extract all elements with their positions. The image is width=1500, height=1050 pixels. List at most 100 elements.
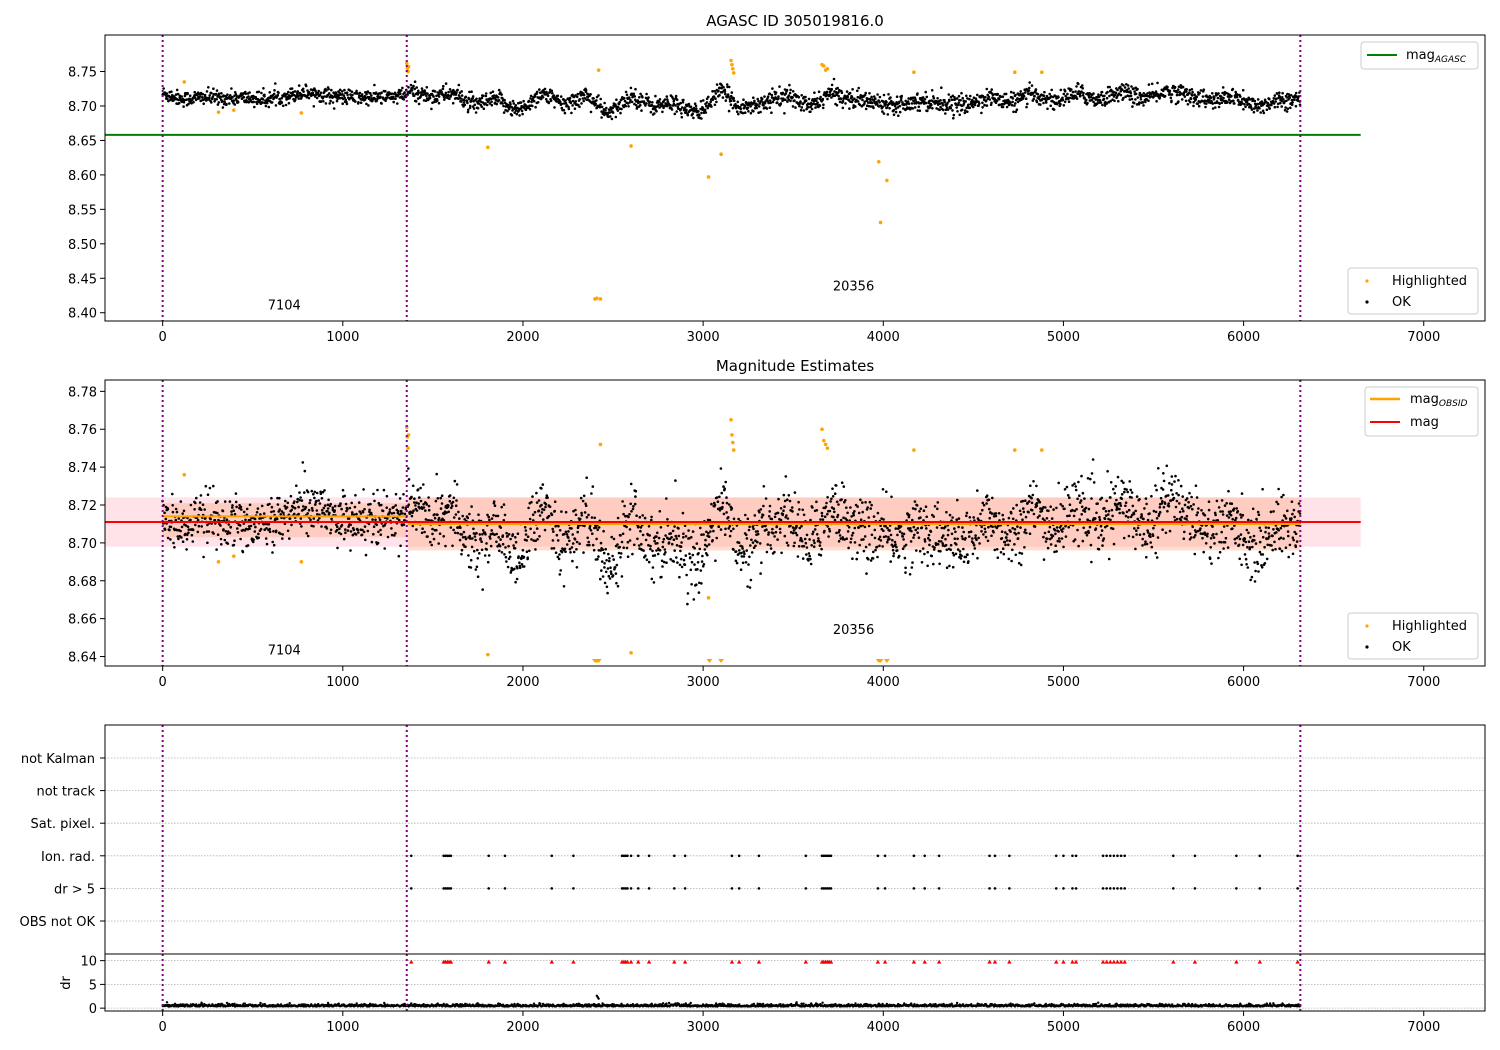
ok-point	[879, 539, 883, 542]
ok-point	[850, 534, 854, 537]
ok-point	[452, 516, 456, 519]
ok-point	[575, 540, 579, 544]
ok-point	[821, 518, 825, 521]
ok-point	[1024, 97, 1028, 100]
ok-point	[360, 533, 364, 537]
ok-point	[987, 95, 991, 99]
ok-point	[811, 506, 814, 509]
ok-point	[665, 497, 668, 500]
ok-point	[430, 107, 433, 111]
ok-point	[173, 546, 176, 549]
highlighted-point	[182, 80, 187, 84]
highlighted-point	[404, 61, 409, 66]
ok-point	[1253, 107, 1256, 110]
ok-point	[369, 92, 372, 95]
ok-point	[1156, 81, 1159, 85]
ok-point	[1061, 530, 1064, 533]
ok-point	[343, 96, 347, 100]
ok-point	[812, 99, 816, 103]
ok-point	[892, 554, 895, 558]
ok-point	[586, 536, 589, 540]
ok-point	[326, 93, 330, 97]
ok-point	[1117, 92, 1121, 95]
ok-point	[814, 106, 817, 109]
ok-point	[665, 104, 669, 108]
ok-point	[1081, 491, 1085, 495]
ok-point	[1011, 526, 1014, 530]
ok-point	[194, 501, 197, 505]
ok-point	[1131, 105, 1134, 108]
ok-point	[563, 547, 567, 551]
ok-point	[575, 95, 579, 99]
ok-point	[262, 512, 266, 515]
ok-point	[762, 504, 765, 508]
ok-point	[460, 100, 463, 103]
ok-point	[704, 538, 707, 542]
ok-point	[1279, 101, 1282, 105]
ok-point	[312, 105, 316, 108]
ok-point	[603, 566, 606, 569]
ok-point	[1118, 511, 1121, 515]
ok-point	[1252, 110, 1256, 114]
ok-point	[950, 98, 954, 102]
ok-point	[935, 526, 939, 529]
ok-point	[979, 512, 982, 516]
ok-point	[1076, 528, 1079, 532]
ok-point	[220, 92, 223, 95]
ok-point	[589, 110, 593, 114]
ok-point	[415, 86, 419, 89]
ok-point	[1058, 540, 1061, 543]
ok-point	[785, 514, 788, 517]
ok-point	[474, 568, 478, 571]
ok-point	[673, 112, 677, 116]
ok-point	[828, 509, 832, 513]
ok-point	[550, 547, 554, 550]
ok-point	[1104, 514, 1108, 517]
ok-point	[460, 548, 464, 552]
ok-point	[830, 96, 833, 99]
ok-point	[856, 89, 859, 93]
ok-point	[287, 90, 290, 94]
ok-point	[428, 96, 432, 100]
ok-point	[784, 98, 787, 102]
ok-point	[479, 537, 482, 540]
ok-point	[1022, 510, 1026, 514]
ok-point	[930, 554, 934, 558]
ok-point	[556, 94, 560, 98]
ok-point	[1288, 96, 1291, 100]
ok-point	[986, 93, 989, 97]
ok-point	[967, 530, 971, 534]
ok-point	[741, 111, 745, 115]
ok-point	[1194, 97, 1198, 101]
ok-point	[1198, 91, 1201, 95]
ok-point	[1085, 533, 1089, 537]
ok-point	[683, 106, 687, 109]
ok-point	[212, 484, 215, 488]
ok-point	[620, 575, 624, 578]
ok-point	[1126, 490, 1129, 494]
ok-point	[359, 101, 363, 104]
ok-point	[255, 102, 259, 106]
ok-point	[495, 540, 498, 544]
ok-point	[339, 502, 342, 505]
ok-point	[351, 533, 355, 537]
ok-point	[242, 92, 245, 95]
ok-point	[1245, 100, 1249, 103]
ok-point	[845, 90, 849, 93]
ok-point	[913, 500, 917, 503]
ok-point	[1003, 540, 1007, 544]
ok-point	[779, 102, 783, 105]
ok-point	[608, 559, 611, 563]
ok-point	[1062, 527, 1065, 530]
ok-point	[645, 558, 649, 561]
ok-point	[828, 527, 831, 531]
ok-point	[394, 492, 398, 496]
ok-point	[279, 513, 283, 516]
ok-point	[723, 533, 727, 536]
ok-point	[198, 501, 202, 504]
ok-point	[913, 102, 916, 105]
ok-point	[1055, 506, 1058, 510]
ok-point	[249, 524, 253, 528]
ok-point	[367, 104, 370, 107]
ok-point	[307, 508, 311, 512]
